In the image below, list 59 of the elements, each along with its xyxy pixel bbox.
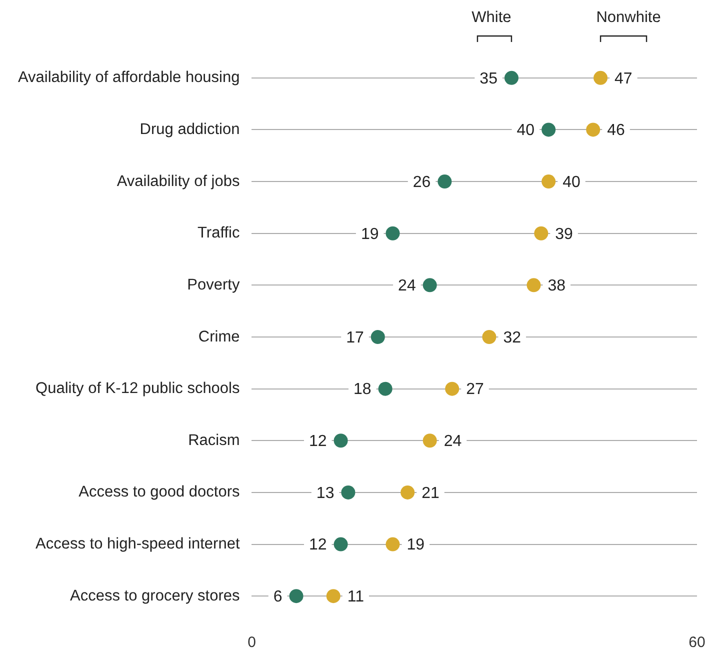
data-label: 24 bbox=[398, 278, 416, 295]
data-label: 47 bbox=[614, 70, 632, 88]
data-label: 39 bbox=[555, 226, 574, 243]
y-tick-label: Drug addiction bbox=[140, 121, 240, 138]
data-label: 35 bbox=[480, 70, 498, 88]
data-label: 18 bbox=[354, 381, 372, 398]
point bbox=[326, 589, 340, 604]
point bbox=[378, 382, 392, 396]
point bbox=[504, 70, 518, 85]
y-tick-label: Racism bbox=[188, 432, 240, 449]
data-label: 12 bbox=[309, 536, 327, 554]
data-label: 40 bbox=[516, 122, 535, 140]
y-tick-label: Crime bbox=[198, 328, 240, 346]
point bbox=[526, 278, 541, 292]
data-label: 24 bbox=[444, 433, 462, 450]
point bbox=[445, 382, 460, 396]
point bbox=[400, 485, 415, 500]
x-tick-label: 0 bbox=[248, 634, 256, 652]
point bbox=[542, 122, 556, 137]
data-label: 11 bbox=[347, 588, 364, 606]
data-label: 40 bbox=[562, 174, 580, 191]
y-tick-label: Access to good doctors bbox=[78, 484, 240, 501]
x-tick-label: 60 bbox=[688, 634, 706, 652]
point bbox=[386, 226, 400, 240]
point bbox=[586, 122, 600, 137]
point bbox=[534, 226, 548, 240]
data-label: 17 bbox=[346, 329, 364, 346]
point bbox=[334, 537, 348, 552]
point bbox=[422, 278, 437, 292]
point bbox=[289, 589, 304, 604]
point bbox=[341, 485, 356, 500]
data-label: 32 bbox=[503, 329, 522, 346]
point bbox=[422, 434, 437, 448]
y-tick-label: Access to high-speed internet bbox=[36, 536, 240, 553]
point bbox=[542, 174, 556, 189]
data-label: 46 bbox=[607, 122, 626, 140]
data-label: 6 bbox=[273, 588, 282, 606]
data-label: 13 bbox=[316, 484, 334, 502]
data-label: 27 bbox=[466, 381, 484, 398]
y-tick-label: Traffic bbox=[198, 224, 240, 242]
y-tick-label: Availability of jobs bbox=[116, 172, 240, 190]
point bbox=[482, 330, 496, 344]
data-label: 19 bbox=[406, 536, 425, 554]
data-label: 38 bbox=[548, 278, 566, 295]
y-tick-label: Availability of affordable housing bbox=[18, 69, 240, 86]
text: White bbox=[472, 9, 512, 26]
point bbox=[334, 434, 348, 448]
point bbox=[594, 70, 608, 85]
data-label: 26 bbox=[412, 174, 431, 191]
text: Nonwhite bbox=[596, 9, 661, 26]
point bbox=[386, 537, 400, 552]
y-tick-label: Poverty bbox=[187, 276, 240, 294]
point bbox=[438, 174, 452, 189]
point bbox=[370, 330, 385, 344]
y-tick-label: Access to grocery stores bbox=[70, 587, 240, 604]
y-tick-label: Quality of K-12 public schools bbox=[36, 380, 240, 398]
data-label: 12 bbox=[309, 433, 327, 450]
data-label: 19 bbox=[360, 226, 379, 243]
data-label: 21 bbox=[422, 484, 440, 502]
